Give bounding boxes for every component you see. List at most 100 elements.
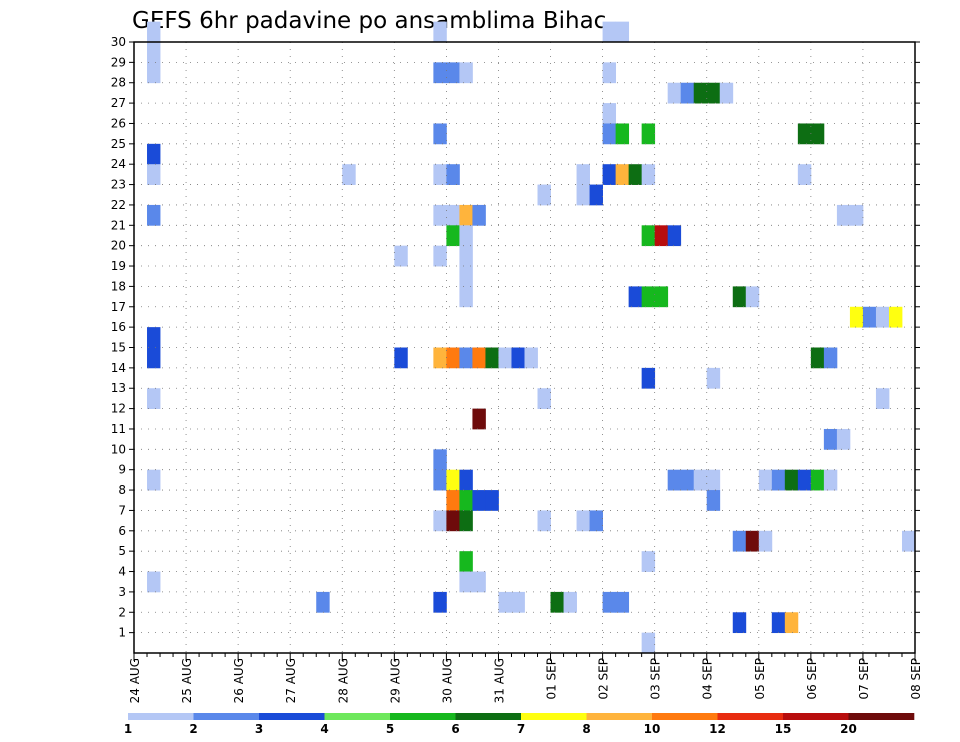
colorbar-swatch [324,713,391,720]
y-tick-label: 11 [111,422,126,436]
heat-cell [589,184,603,206]
heat-cell [875,306,890,328]
heat-cell [810,469,825,491]
heat-cell [472,204,486,226]
x-tick-label: 07 SEP [857,658,871,700]
heat-cell [147,347,161,369]
heat-cell [524,347,538,369]
heat-cell [433,245,447,267]
heat-cell [602,123,617,145]
heat-cell [446,225,460,247]
heat-cell [147,204,161,226]
colorbar-label: 3 [255,722,263,736]
heat-cell [433,123,447,145]
y-tick-label: 7 [118,503,126,517]
colorbar-swatch [652,713,718,720]
heat-cell [706,367,721,389]
heat-cell [433,510,447,532]
heat-cell [641,367,656,389]
heat-cell [459,204,473,226]
heat-cell [810,347,825,369]
heat-cell [602,62,617,84]
heat-cell [485,490,499,511]
y-tick-label: 30 [111,35,126,49]
heat-cell [901,530,916,552]
heat-cell [433,62,447,84]
heat-cell [459,469,473,491]
heat-cell [147,143,161,165]
x-tick-label: 01 SEP [545,658,559,700]
x-tick-label: 03 SEP [649,658,663,700]
heatmap-cells [147,21,916,654]
y-tick-label: 12 [111,402,126,416]
colorbar-label: 20 [840,722,857,736]
heat-cell [797,123,812,145]
heat-cell [641,225,656,247]
heat-cell [446,469,460,491]
heat-cell [316,591,330,613]
heat-cell [433,347,447,369]
x-tick-label: 06 SEP [805,658,819,700]
heat-cell [823,428,838,450]
heat-cell [641,286,656,308]
heat-cell [641,164,656,185]
heat-cell [563,591,577,613]
y-tick-label: 26 [111,116,126,130]
heat-cell [459,225,473,247]
chart-title: GEFS 6hr padavine po ansamblima Bihac [132,8,606,34]
heat-cell [433,449,447,471]
y-tick-label: 28 [111,76,126,90]
heat-cell [706,490,721,511]
heat-cell [446,490,460,511]
colorbar-label: 15 [775,722,792,736]
heat-cell [498,347,512,369]
heat-cell [706,469,721,491]
heat-cell [602,591,617,613]
heat-cell [602,21,617,43]
heat-cell [706,82,721,104]
heat-cell [836,204,851,226]
y-tick-label: 27 [111,96,126,110]
heat-cell [433,591,447,613]
heat-cell [888,306,903,328]
heat-cell [147,327,161,348]
heat-cell [498,591,512,613]
y-tick-label: 29 [111,55,126,69]
heat-cell [641,551,656,572]
x-axis: 24 AUG 25 AUG 26 AUG 27 AUG 28 AUG 29 AUG 30 A… [128,653,923,703]
heat-cell [537,388,551,409]
y-tick-label: 15 [111,341,126,355]
heat-cell [472,347,486,369]
heat-cell [446,62,460,84]
heat-cell [576,164,590,185]
heat-cell [459,347,473,369]
colorbar: 1 2 3 4 5 6 7 8 10 12 15 20 [124,713,915,736]
colorbar-label: 4 [320,722,328,736]
heat-cell [147,62,161,84]
y-tick-label: 20 [111,239,126,253]
heat-cell [693,469,708,491]
x-tick-label: 29 AUG [388,658,402,703]
heat-cell [511,591,525,613]
heat-cell [576,184,590,206]
heat-cell [823,469,838,491]
y-tick-label: 23 [111,178,126,192]
heat-cell [667,82,682,104]
y-tick-label: 14 [111,361,126,375]
colorbar-label: 1 [124,722,132,736]
colorbar-label: 2 [189,722,197,736]
heat-cell [758,469,773,491]
y-tick-label: 4 [118,565,126,579]
heat-cell [472,571,486,593]
heat-cell [394,245,408,267]
heat-cell [446,510,460,532]
y-tick-label: 19 [111,259,126,273]
colorbar-swatch [390,713,456,720]
heat-cell [732,286,747,308]
heat-cell [433,469,447,491]
heat-cell [459,286,473,308]
y-tick-label: 8 [118,483,126,497]
heat-cell [342,164,356,185]
heat-cell [485,347,499,369]
heat-cell [680,82,695,104]
